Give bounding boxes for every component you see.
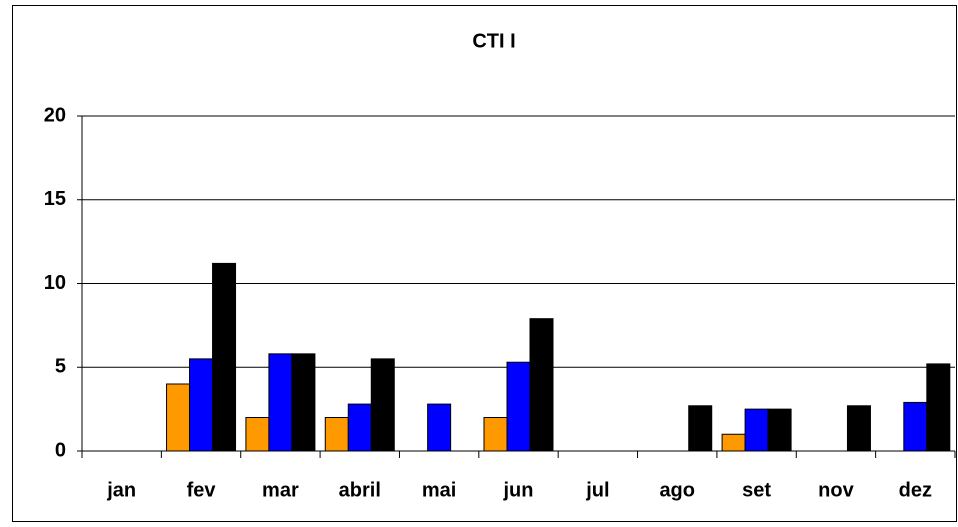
- bar: [846, 405, 871, 452]
- x-tick-label: abril: [339, 479, 381, 501]
- bar: [926, 363, 951, 452]
- x-tick-label: fev: [187, 479, 217, 501]
- bar: [291, 353, 316, 452]
- x-tick-label: jul: [585, 479, 609, 501]
- x-tick-label: mar: [262, 479, 299, 501]
- x-tick-label: dez: [899, 479, 932, 501]
- bar: [268, 353, 293, 452]
- bar: [212, 262, 237, 452]
- chart-title: CTI I: [472, 30, 515, 52]
- bar: [189, 358, 214, 452]
- x-tick-label: mai: [422, 479, 456, 501]
- bar: [744, 408, 769, 452]
- x-tick-label: set: [742, 479, 771, 501]
- bar: [529, 318, 554, 452]
- y-tick-label: 0: [55, 439, 66, 461]
- bar: [370, 358, 395, 452]
- y-tick-label: 10: [44, 272, 66, 294]
- bar: [483, 417, 508, 452]
- x-tick-label: jan: [106, 479, 136, 501]
- bar: [903, 401, 928, 452]
- bar: [427, 403, 452, 452]
- x-tick-label: nov: [818, 479, 854, 501]
- bar: [245, 417, 270, 452]
- x-tick-label: jun: [503, 479, 534, 501]
- bar: [688, 405, 713, 452]
- x-tick-label: ago: [659, 479, 695, 501]
- y-tick-label: 5: [55, 356, 66, 378]
- bar: [506, 361, 531, 452]
- bar: [347, 403, 372, 452]
- y-tick-label: 15: [44, 188, 66, 210]
- bar: [324, 417, 349, 452]
- y-tick-label: 20: [44, 104, 66, 126]
- bar: [721, 433, 746, 452]
- bar: [767, 408, 792, 452]
- bar: [166, 383, 191, 452]
